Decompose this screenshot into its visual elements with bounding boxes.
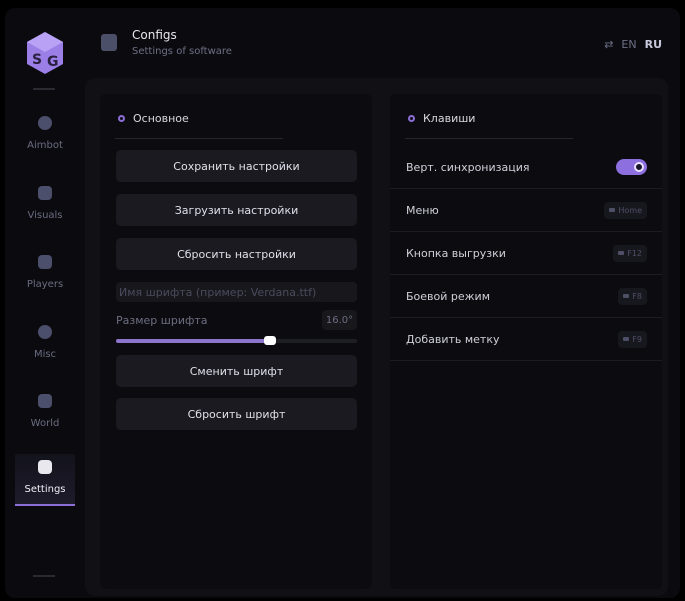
menu-key-row: Меню Home <box>390 189 662 232</box>
section-title: Клавиши <box>423 112 476 125</box>
sidebar-item-label: Misc <box>33 349 57 360</box>
divider <box>33 575 55 577</box>
sidebar-item-label: Visuals <box>27 210 63 221</box>
add-marker-row: Добавить метку F9 <box>390 318 662 361</box>
translate-icon: ⇄ <box>604 38 614 51</box>
keyboard-icon <box>623 294 630 298</box>
slider-fill <box>116 339 271 343</box>
general-section: Основное Сохранить настройки Загрузить н… <box>100 94 372 589</box>
lang-en-button[interactable]: EN <box>621 38 637 51</box>
combat-mode-row: Боевой режим F8 <box>390 275 662 318</box>
vr-headset-icon <box>38 186 52 200</box>
divider <box>115 138 283 139</box>
lang-ru-button[interactable]: RU <box>644 38 662 51</box>
keyboard-icon <box>618 251 625 255</box>
svg-text:S: S <box>32 52 42 68</box>
sidebar-item-misc[interactable]: Misc <box>15 319 75 371</box>
load-settings-button[interactable]: Загрузить настройки <box>116 194 357 226</box>
change-font-button[interactable]: Сменить шрифт <box>116 355 357 387</box>
row-label: Боевой режим <box>406 289 491 303</box>
save-settings-button[interactable]: Сохранить настройки <box>116 150 357 182</box>
row-label: Добавить метку <box>406 332 500 346</box>
section-title: Основное <box>133 112 189 125</box>
sidebar-item-world[interactable]: World <box>15 388 75 440</box>
list-icon <box>101 34 117 51</box>
font-size-label: Размер шрифта <box>116 314 208 327</box>
combat-mode-keybind[interactable]: F8 <box>618 287 647 305</box>
unload-keybind[interactable]: F12 <box>613 244 647 262</box>
add-marker-keybind[interactable]: F9 <box>618 330 647 348</box>
unload-key-row: Кнопка выгрузки F12 <box>390 232 662 275</box>
players-icon <box>38 255 52 269</box>
keyboard-icon <box>623 337 630 341</box>
reset-settings-button[interactable]: Сбросить настройки <box>116 238 357 270</box>
font-name-input[interactable] <box>116 282 357 302</box>
briefcase-icon <box>38 394 52 408</box>
row-label: Меню <box>406 203 439 217</box>
content-panel: Основное Сохранить настройки Загрузить н… <box>85 78 668 596</box>
page-subtitle: Settings of software <box>132 46 232 57</box>
vsync-toggle[interactable] <box>616 159 647 175</box>
font-size-slider[interactable] <box>116 336 357 345</box>
section-header: Клавиши <box>408 112 475 125</box>
language-switch: ⇄ EN RU <box>604 38 662 51</box>
section-header: Основное <box>118 112 189 125</box>
sidebar-item-label: Players <box>26 279 64 290</box>
sidebar-item-label: World <box>30 418 60 429</box>
reset-font-button[interactable]: Сбросить шрифт <box>116 398 357 430</box>
sidebar-item-settings[interactable]: Settings <box>15 454 75 506</box>
bullet-icon <box>118 115 125 122</box>
sidebar-item-label: Aimbot <box>27 140 63 151</box>
sidebar-item-players[interactable]: Players <box>15 249 75 301</box>
keys-section: Клавиши Верт. синхронизация Меню Home Кно… <box>390 94 662 589</box>
bullet-icon <box>408 115 415 122</box>
page-title: Configs <box>132 28 177 42</box>
vsync-row: Верт. синхронизация <box>390 146 662 189</box>
sidebar-item-visuals[interactable]: Visuals <box>15 180 75 232</box>
menu-keybind[interactable]: Home <box>604 201 647 219</box>
slider-thumb[interactable] <box>264 336 277 345</box>
divider <box>33 88 55 90</box>
row-label: Верт. синхронизация <box>406 160 530 174</box>
list-icon <box>38 460 52 474</box>
keyboard-icon <box>609 208 616 212</box>
skull-icon <box>38 116 52 130</box>
divider <box>405 138 573 139</box>
chat-icon <box>38 325 52 339</box>
font-size-value: 16.0° <box>322 310 357 330</box>
sidebar-item-label: Settings <box>24 484 66 495</box>
svg-text:G: G <box>47 54 59 70</box>
sidebar-item-aimbot[interactable]: Aimbot <box>15 110 75 162</box>
row-label: Кнопка выгрузки <box>406 246 506 260</box>
